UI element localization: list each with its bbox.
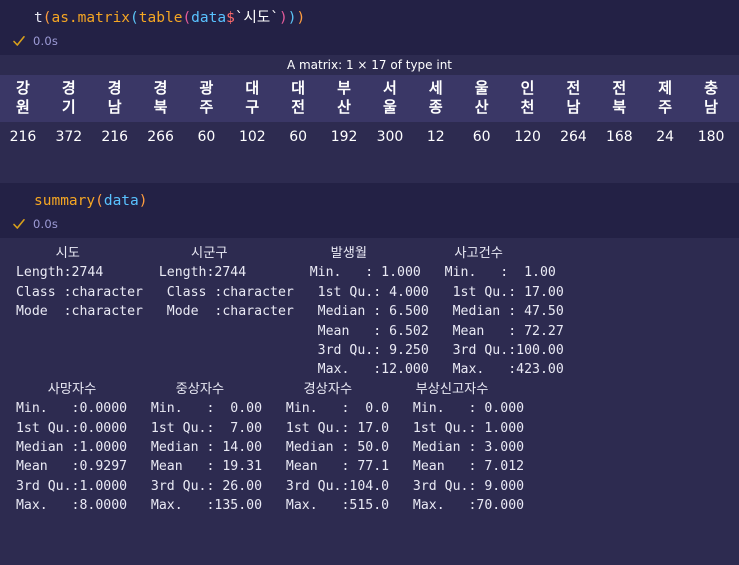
- execution-status-2: 0.0s: [0, 216, 739, 232]
- matrix-cell: 60: [275, 122, 322, 153]
- code-token: t: [34, 10, 43, 26]
- checkmark-icon: [12, 217, 26, 231]
- matrix-header-row: 강원경기경남경북광주대구대전부산서울세종울산인천전남전북제주충남충북: [0, 75, 739, 122]
- code-token: ): [296, 10, 306, 26]
- matrix-cell: 372: [45, 122, 92, 153]
- code-cell-2[interactable]: summary(data) 0.0s: [0, 183, 739, 238]
- matrix-cell: 216: [0, 122, 46, 153]
- matrix-cell: 12: [412, 122, 459, 153]
- code-token: data: [103, 193, 139, 209]
- code-token: (: [182, 10, 192, 26]
- matrix-cell: 216: [91, 122, 138, 153]
- code-token: table: [138, 10, 183, 26]
- execution-time-1: 0.0s: [33, 34, 59, 48]
- code-token: (: [130, 10, 139, 26]
- matrix-cell: 102: [229, 122, 276, 153]
- code-token: (: [42, 10, 52, 26]
- matrix-value-row: 216 372 216 266 60 102 60 192 300 12 60 120 264 168 24…: [0, 122, 739, 153]
- matrix-cell: 60: [458, 122, 505, 153]
- code-cell-1[interactable]: t(as.matrix(table(data$`시도`))) 0.0s: [0, 0, 739, 55]
- matrix-column-header: 충북: [734, 75, 739, 122]
- checkmark-icon: [12, 34, 26, 48]
- code-token: data: [191, 10, 227, 26]
- code-token: ): [278, 10, 288, 26]
- matrix-table: 강원경기경남경북광주대구대전부산서울세종울산인천전남전북제주충남충북 21637…: [0, 75, 739, 153]
- code-token: as.matrix: [51, 10, 131, 26]
- code-line-2[interactable]: summary(data): [0, 191, 739, 211]
- matrix-cell: 24: [642, 122, 689, 153]
- matrix-caption: A matrix: 1 × 17 of type int: [286, 58, 453, 72]
- code-token: ): [138, 193, 148, 209]
- summary-output: 시도 시군구 발생월 사고건수 Length:2744 Length:2744 …: [0, 238, 739, 565]
- matrix-cell: 60: [183, 122, 230, 153]
- execution-status-1: 0.0s: [0, 33, 739, 49]
- code-token: summary: [34, 193, 96, 209]
- cell-gap: [0, 153, 739, 183]
- matrix-cell: 300: [367, 122, 413, 153]
- matrix-cell: 192: [321, 122, 367, 153]
- code-token: (: [95, 193, 104, 209]
- matrix-cell: 264: [550, 122, 597, 153]
- code-token: ): [287, 10, 297, 26]
- matrix-cell: 132: [734, 122, 739, 153]
- matrix-cell: 266: [137, 122, 184, 153]
- matrix-cell: 180: [688, 122, 734, 153]
- execution-time-2: 0.0s: [33, 217, 59, 231]
- summary-text: 시도 시군구 발생월 사고건수 Length:2744 Length:2744 …: [15, 246, 564, 514]
- matrix-cell: 120: [504, 122, 551, 153]
- code-token: `시도`: [234, 10, 279, 26]
- code-token: $: [226, 10, 235, 26]
- code-line-1[interactable]: t(as.matrix(table(data$`시도`))): [0, 8, 739, 28]
- matrix-cell: 168: [596, 122, 643, 153]
